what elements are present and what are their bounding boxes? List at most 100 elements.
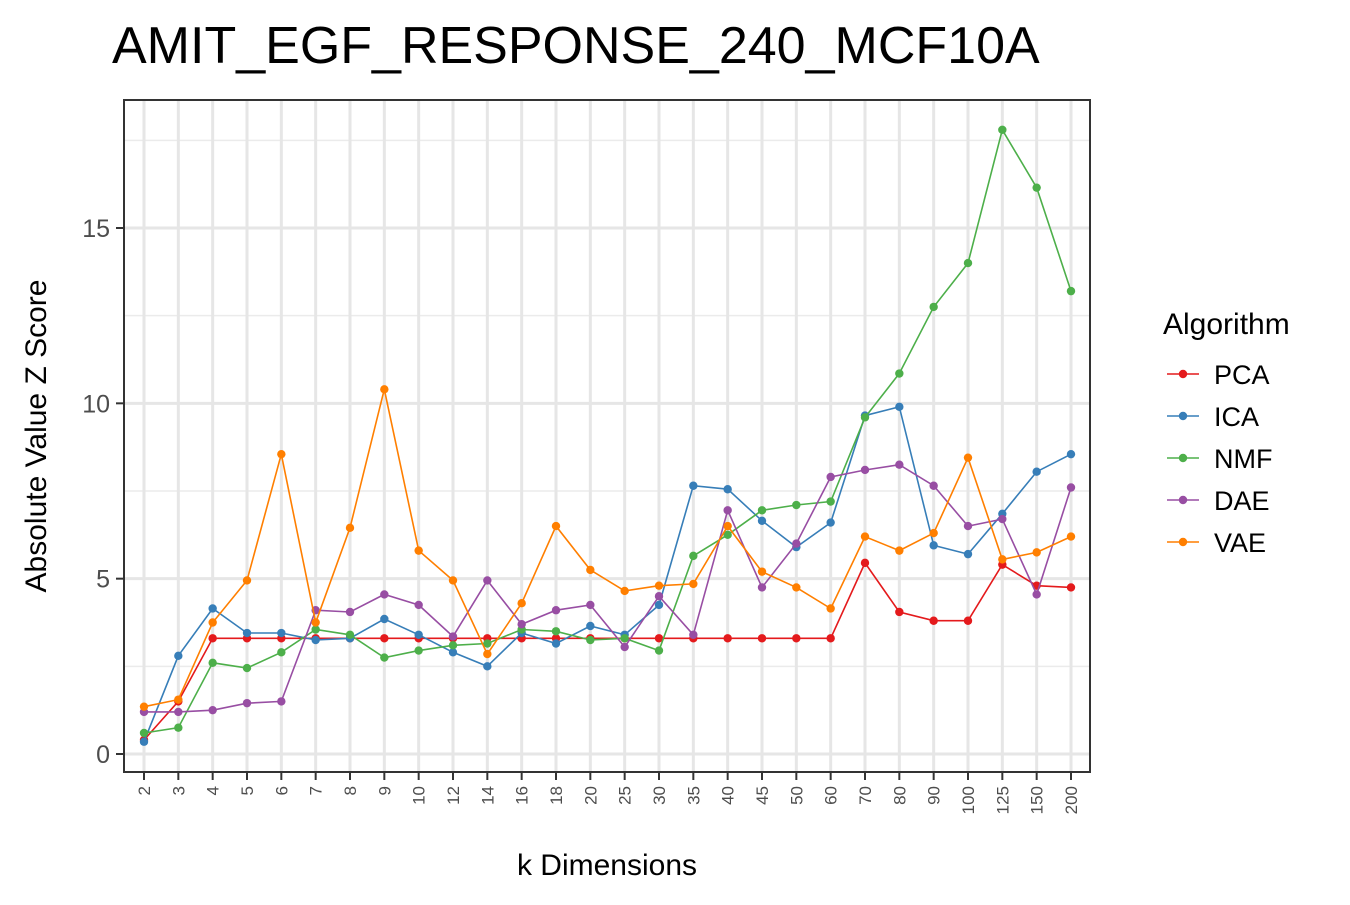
data-point-ica	[551, 639, 561, 648]
data-point-vae	[483, 649, 492, 659]
data-point-vae	[860, 532, 870, 541]
chart-title: AMIT_EGF_RESPONSE_240_MCF10A	[112, 17, 1040, 75]
data-point-vae	[277, 449, 286, 459]
data-point-nmf	[792, 500, 801, 510]
legend-label-nmf: NMF	[1214, 444, 1272, 474]
data-point-pca	[826, 634, 835, 643]
data-point-nmf	[448, 641, 458, 650]
data-point-nmf	[860, 413, 870, 422]
data-point-vae	[929, 528, 938, 538]
plot-frame	[123, 99, 1091, 773]
data-point-nmf	[483, 639, 492, 648]
y-tick-label: 10	[82, 390, 110, 418]
data-point-nmf	[380, 653, 389, 662]
data-point-dae	[586, 600, 595, 610]
data-point-dae	[620, 642, 629, 652]
x-tick-label: 25	[616, 786, 635, 805]
data-point-vae	[448, 576, 458, 585]
data-point-dae	[689, 630, 698, 639]
data-point-nmf	[826, 497, 835, 506]
x-tick-label: 40	[719, 786, 738, 805]
data-point-vae	[620, 586, 629, 596]
data-point-pca	[963, 616, 973, 625]
x-tick-label: 35	[684, 786, 703, 805]
legend-marker-ica	[1178, 411, 1188, 421]
data-point-ica	[654, 600, 664, 610]
data-point-vae	[345, 523, 355, 533]
data-point-nmf	[277, 648, 286, 657]
series-line-pca	[143, 561, 1072, 741]
data-point-nmf	[654, 646, 664, 655]
data-point-pca	[1066, 583, 1076, 592]
x-tick-label: 70	[856, 786, 875, 805]
data-point-dae	[483, 576, 492, 585]
data-point-vae	[311, 618, 320, 627]
data-point-vae	[208, 618, 217, 627]
data-point-ica	[380, 614, 389, 624]
data-point-nmf	[723, 530, 732, 540]
data-point-dae	[380, 590, 389, 599]
x-tick-label: 10	[410, 786, 429, 805]
x-tick-label: 3	[169, 786, 188, 795]
data-point-ica	[242, 628, 252, 638]
data-point-dae	[345, 607, 355, 617]
data-point-dae	[414, 600, 423, 610]
data-point-vae	[139, 702, 149, 711]
data-point-dae	[963, 521, 973, 531]
x-tick-label: 90	[925, 786, 944, 805]
x-tick-label: 7	[307, 786, 326, 795]
data-point-vae	[998, 555, 1007, 564]
data-point-dae	[551, 606, 561, 615]
data-point-vae	[757, 567, 767, 576]
data-point-ica	[139, 737, 149, 746]
data-point-ica	[311, 635, 320, 645]
legend-marker-pca	[1178, 369, 1188, 379]
data-point-vae	[1066, 532, 1076, 541]
data-point-nmf	[242, 663, 252, 673]
x-tick-label: 5	[238, 786, 257, 795]
data-point-vae	[414, 546, 423, 555]
x-tick-label: 100	[959, 786, 978, 814]
data-point-nmf	[895, 369, 904, 378]
data-point-vae	[1032, 548, 1041, 557]
x-tick-label: 2	[135, 786, 154, 795]
x-tick-label: 18	[547, 786, 566, 805]
series-line-dae	[144, 463, 1072, 713]
data-point-dae	[723, 506, 732, 515]
y-tick-label: 5	[96, 566, 110, 594]
grid	[124, 100, 1090, 772]
data-point-ica	[723, 485, 732, 494]
data-point-dae	[792, 539, 801, 548]
data-point-pca	[929, 616, 938, 625]
data-point-dae	[895, 460, 904, 469]
data-point-dae	[448, 632, 458, 641]
data-point-dae	[826, 472, 835, 482]
data-point-ica	[277, 628, 286, 638]
x-tick-label: 125	[993, 786, 1012, 814]
x-tick-label: 14	[478, 786, 497, 805]
data-point-nmf	[414, 646, 423, 655]
data-point-ica	[1032, 467, 1041, 476]
data-point-dae	[174, 707, 183, 717]
x-tick-label: 30	[650, 786, 669, 805]
data-point-dae	[1032, 590, 1041, 599]
data-point-dae	[517, 620, 526, 629]
data-point-vae	[242, 576, 252, 585]
series-line-nmf	[143, 127, 1072, 734]
data-point-dae	[654, 592, 664, 601]
x-tick-label: 4	[204, 786, 223, 795]
x-tick-label: 60	[822, 786, 841, 805]
data-point-ica	[483, 662, 492, 671]
legend-label-ica: ICA	[1214, 402, 1259, 432]
legend-label-pca: PCA	[1214, 360, 1270, 390]
data-point-nmf	[620, 634, 629, 643]
data-point-nmf	[963, 258, 973, 268]
data-point-vae	[380, 385, 389, 394]
x-tick-label: 20	[581, 786, 600, 805]
data-point-ica	[757, 516, 767, 526]
data-point-vae	[517, 599, 526, 608]
data-point-nmf	[1032, 183, 1041, 192]
data-point-pca	[895, 607, 904, 617]
data-point-vae	[174, 695, 183, 704]
